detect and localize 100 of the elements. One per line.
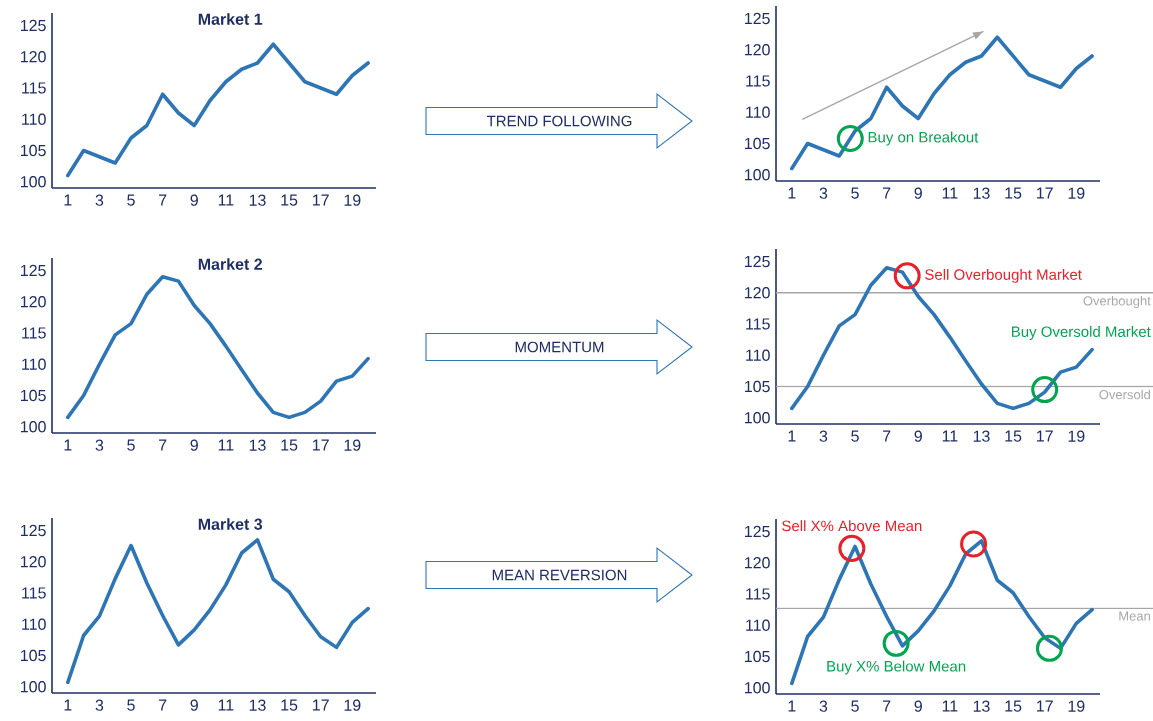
point [960, 530, 988, 558]
y-tick-label: 115 [22, 587, 46, 599]
x-tick-label: 5 [851, 430, 859, 442]
x-tick-label: 7 [159, 699, 167, 711]
x-tick-label: 17 [313, 699, 329, 711]
x-tick-label: 15 [281, 194, 298, 206]
x-tick-label: 7 [883, 700, 891, 712]
point [838, 534, 866, 562]
y-tick-label: 100 [21, 176, 46, 188]
x-tick-label: 19 [344, 699, 361, 711]
chart-title: Market 2 [198, 258, 262, 270]
x-tick-label: 15 [281, 439, 298, 451]
y-tick-label: 125 [21, 19, 46, 32]
point [882, 629, 910, 657]
ref-line-label: Mean [1119, 611, 1150, 621]
x-tick-label: 15 [1005, 700, 1022, 712]
y-tick-label: 100 [745, 412, 770, 424]
y-tick-label: 120 [745, 44, 770, 56]
x-tick-label: 19 [1068, 430, 1085, 442]
x-tick-label: 15 [281, 699, 298, 711]
x-tick-label: 1 [64, 439, 72, 451]
y-tick-label: 110 [22, 618, 46, 630]
x-tick-label: 17 [1037, 700, 1053, 712]
line-series [790, 539, 1094, 686]
y-tick-label: 110 [746, 619, 770, 631]
y-tick-label: 110 [22, 113, 46, 125]
y-tick-label: 125 [21, 264, 46, 277]
x-tick-label: 13 [249, 194, 266, 206]
y-tick-label: 115 [746, 588, 770, 600]
x-tick-label: 19 [344, 194, 361, 206]
x-tick-label: 17 [313, 194, 329, 206]
y-tick-label: 110 [22, 358, 46, 370]
x-tick-label: 11 [218, 699, 234, 711]
x-tick-label: 5 [851, 700, 859, 712]
text: MEAN REVERSION [492, 569, 627, 581]
annotation: Sell X% Above Mean [782, 520, 922, 532]
ref-line-label: Overbought [1083, 295, 1151, 309]
x-tick-label: 7 [883, 430, 891, 442]
x-tick-label: 9 [190, 439, 198, 451]
x-tick-label: 5 [127, 699, 135, 711]
y-tick-label: 100 [745, 169, 770, 181]
x-tick-label: 1 [788, 430, 796, 442]
x-tick-label: 9 [190, 194, 198, 206]
x-tick-label: 3 [819, 430, 828, 442]
x-tick-label: 9 [914, 430, 922, 442]
x-tick-label: 7 [159, 439, 167, 451]
annotation: Buy Oversold Market [1011, 326, 1151, 340]
annotation: Buy on Breakout [868, 131, 979, 146]
y-tick-label: 120 [745, 557, 770, 569]
y-tick-label: 125 [21, 524, 46, 537]
y-tick-label: 125 [745, 255, 770, 268]
x-tick-label: 11 [942, 430, 958, 442]
x-tick-label: 9 [914, 700, 922, 712]
y-tick-label: 115 [22, 327, 46, 339]
line-series [66, 274, 370, 420]
x-tick-label: 1 [788, 700, 796, 712]
chart-title: Market 1 [198, 13, 263, 25]
y-tick-label: 120 [21, 51, 46, 63]
x-tick-label: 11 [942, 187, 958, 199]
y-tick-label: 105 [745, 380, 770, 393]
x-tick-label: 5 [127, 194, 135, 206]
x-tick-label: 3 [819, 187, 828, 199]
x-tick-label: 1 [64, 194, 72, 206]
text: MOMENTUM [515, 341, 604, 353]
y-tick-label: 100 [21, 681, 46, 693]
x-tick-label: 11 [218, 194, 234, 206]
x-tick-label: 5 [127, 439, 135, 451]
point [1035, 634, 1063, 662]
x-tick-label: 13 [973, 187, 990, 199]
y-tick-label: 120 [745, 287, 770, 299]
y-tick-label: 125 [745, 12, 770, 25]
x-tick-label: 17 [1037, 430, 1053, 442]
x-tick-label: 7 [883, 187, 891, 199]
x-tick-label: 15 [1005, 187, 1022, 199]
x-tick-label: 19 [344, 439, 361, 451]
x-tick-label: 13 [249, 439, 266, 451]
x-tick-label: 9 [914, 187, 922, 199]
y-tick-label: 105 [21, 389, 46, 402]
y-tick-label: 110 [746, 349, 770, 361]
y-tick-label: 105 [21, 649, 46, 662]
x-tick-label: 1 [788, 187, 796, 199]
x-tick-label: 11 [218, 439, 234, 451]
x-tick-label: 17 [1037, 187, 1053, 199]
x-tick-label: 15 [1005, 430, 1022, 442]
line-series [66, 538, 370, 685]
y-tick-label: 120 [21, 296, 46, 308]
y-tick-label: 105 [745, 650, 770, 663]
y-tick-label: 100 [21, 421, 46, 433]
x-tick-label: 13 [249, 699, 266, 711]
x-tick-label: 19 [1068, 187, 1085, 199]
x-tick-label: 1 [64, 699, 72, 711]
x-tick-label: 13 [973, 430, 990, 442]
x-tick-label: 3 [95, 699, 104, 711]
x-tick-label: 7 [159, 194, 167, 206]
x-tick-label: 5 [851, 187, 859, 199]
x-tick-label: 13 [973, 700, 990, 712]
y-tick-label: 105 [745, 137, 770, 150]
y-tick-label: 120 [21, 556, 46, 568]
y-tick-label: 105 [21, 144, 46, 157]
annotation: Sell Overbought Market [925, 268, 1082, 283]
